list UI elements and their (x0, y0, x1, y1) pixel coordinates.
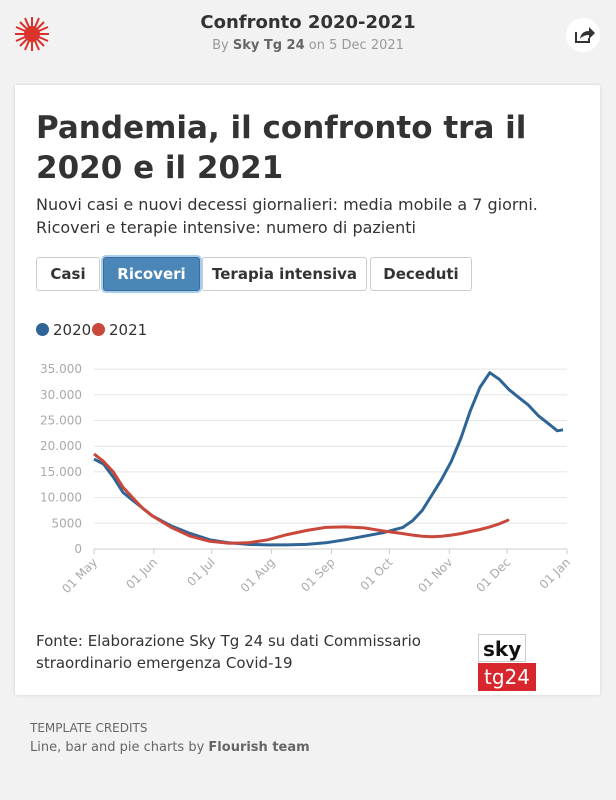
legend-label: 2021 (109, 321, 148, 339)
app-icon (15, 17, 49, 51)
x-tick-label: 01 May (59, 555, 100, 596)
source: Fonte: Elaborazione Sky Tg 24 su dati Co… (36, 632, 421, 672)
logo: skytg24 (478, 634, 580, 691)
legend-item: 2021 (92, 321, 147, 339)
legend-swatch (36, 323, 49, 336)
tab-button[interactable]: Casi (36, 257, 100, 291)
y-tick-label: 15.000 (40, 465, 82, 479)
legend-label: 2020 (53, 321, 92, 339)
line-series (93, 452, 510, 545)
x-tick-label: 01 Aug (238, 555, 278, 595)
chart-title: Pandemia, il confronto tra il 2020 e il … (36, 110, 527, 186)
author: Sky Tg 24 (232, 38, 305, 53)
tab-button[interactable]: Ricoveri (103, 257, 200, 291)
y-tick-label: 35.000 (40, 362, 82, 376)
credits-heading: TEMPLATE CREDITS (30, 721, 148, 735)
tab-button[interactable]: Terapia intensiva (202, 257, 367, 291)
y-tick-label: 25.000 (40, 414, 82, 428)
tab-button[interactable]: Deceduti (370, 257, 472, 291)
share-icon (575, 27, 595, 43)
line-series (93, 371, 564, 547)
logo-tg24: tg24 (478, 663, 536, 691)
chart-subtitle: Nuovi casi e nuovi decessi giornalieri: … (36, 195, 538, 237)
y-tick-label: 5000 (51, 516, 82, 530)
chart-card (15, 85, 600, 695)
y-tick-label: 20.000 (40, 439, 82, 453)
x-tick-label: 01 Dec (473, 555, 513, 595)
x-tick-label: 01 Sep (298, 555, 337, 594)
chart: 0 5000 10.000 15.000 20.000 25.000 30.000 35.00… (40, 362, 573, 596)
by: By (212, 38, 229, 53)
credits-team: Flourish team (208, 740, 310, 755)
x-tick-label: 01 Jul (184, 555, 218, 589)
on: on (308, 38, 325, 53)
x-tick-label: 01 Jan (537, 555, 573, 591)
credits-text: Line, bar and pie charts by Flourish tea… (30, 740, 310, 755)
byline: By Sky Tg 24 on 5 Dec 2021 (0, 38, 616, 53)
logo-sky: sky (478, 634, 527, 662)
date: 5 Dec 2021 (329, 38, 404, 53)
share-button[interactable] (566, 18, 600, 52)
y-tick-label: 30.000 (40, 388, 82, 402)
legend-swatch (92, 323, 105, 336)
x-tick-label: 01 Oct (357, 555, 395, 593)
credits-line: Line, bar and pie charts by (30, 740, 205, 755)
x-tick-label: 01 Nov (415, 555, 455, 595)
page-title: Confronto 2020-2021 (200, 12, 416, 33)
y-tick-label: 10.000 (40, 491, 82, 505)
legend-item: 2020 (36, 321, 91, 339)
x-tick-label: 01 Jun (123, 555, 160, 592)
y-tick-label: 0 (74, 542, 82, 556)
